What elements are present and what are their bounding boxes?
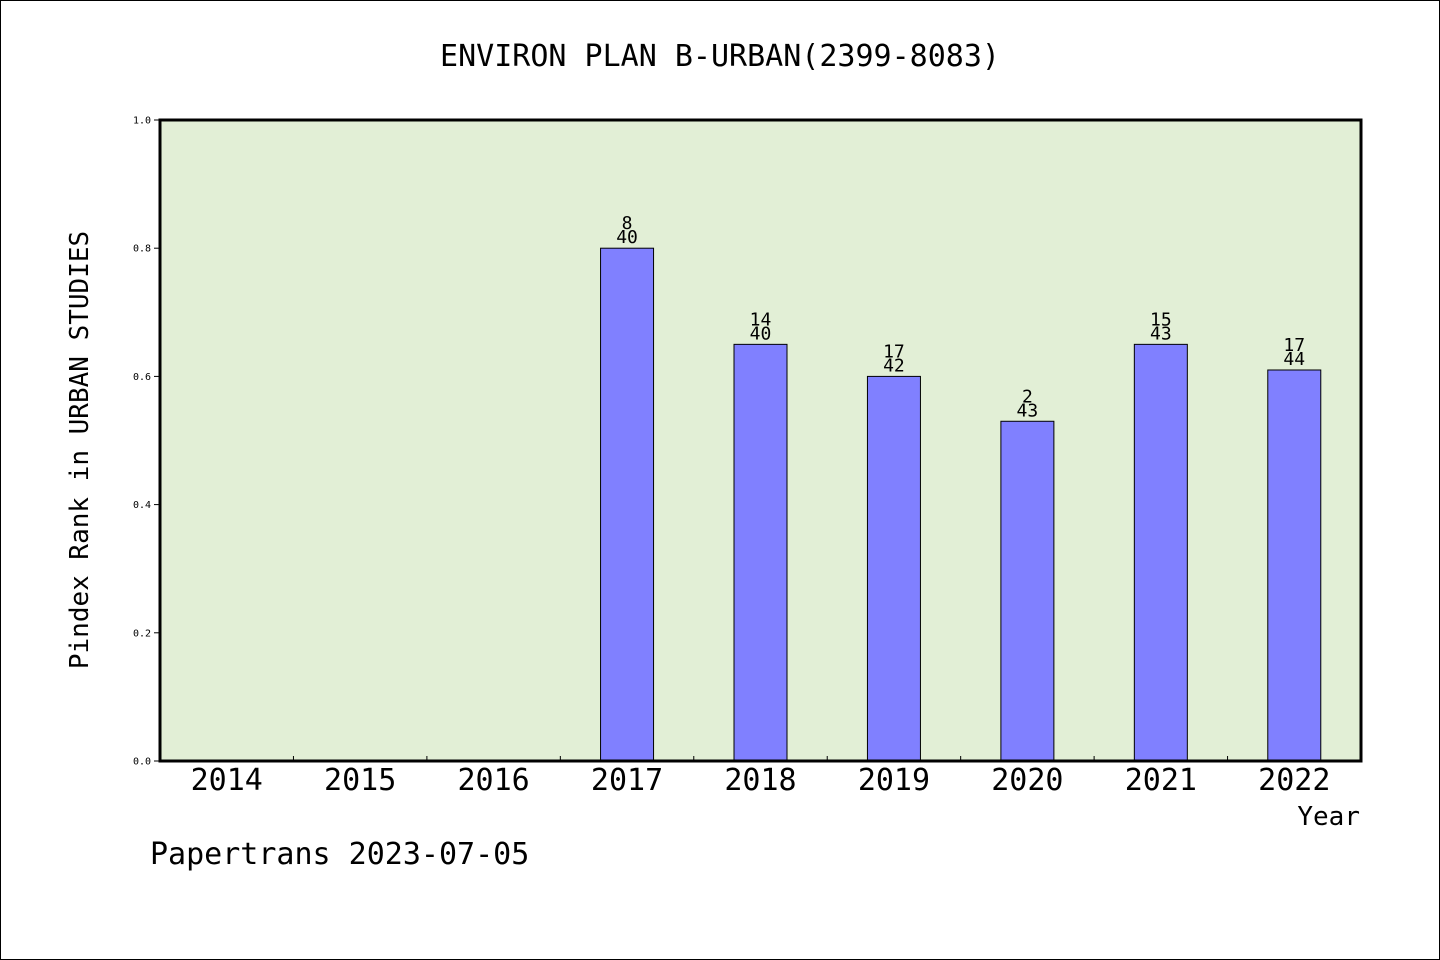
bar-rank-label: 14 bbox=[750, 309, 772, 330]
bar-total-label: 43 bbox=[1017, 400, 1039, 421]
x-tick-label: 2020 bbox=[991, 763, 1063, 798]
x-tick-label: 2015 bbox=[324, 763, 396, 798]
x-tick-label: 2016 bbox=[457, 763, 529, 798]
bar-rank-label: 15 bbox=[1150, 309, 1172, 330]
ticks-group: 0.0 0.2 0.4 0.6 0.8 1.0 2014 2015 2016 2017 2018 20… bbox=[133, 116, 1330, 799]
x-tick-label: 2017 bbox=[591, 763, 663, 798]
bars-group bbox=[600, 247, 1322, 762]
chart-title: ENVIRON PLAN B-URBAN(2399-8083) bbox=[440, 39, 1000, 74]
bar-rank-label: 8 bbox=[622, 213, 633, 234]
x-tick-label: 2022 bbox=[1258, 763, 1330, 798]
y-axis-label: Pindex Rank in URBAN STUDIES bbox=[65, 231, 95, 669]
y-tick-label: 0.8 bbox=[133, 244, 151, 255]
bar-rank-label: 17 bbox=[1283, 335, 1305, 356]
bar-2020 bbox=[1000, 420, 1055, 762]
bar-rank-label: 2 bbox=[1022, 386, 1033, 407]
plot-border bbox=[158, 118, 1363, 763]
x-tick-label: 2021 bbox=[1125, 763, 1197, 798]
y-tick-label: 0.4 bbox=[133, 500, 151, 511]
bar-total-label: 42 bbox=[883, 355, 905, 376]
bar-total-label: 40 bbox=[750, 323, 772, 344]
y-tick-label: 0.0 bbox=[133, 757, 151, 768]
footer-credit: Papertrans 2023-07-05 bbox=[150, 837, 529, 872]
bar-2018 bbox=[733, 343, 788, 762]
bar-total-label: 40 bbox=[616, 227, 638, 248]
bar-2022 bbox=[1267, 369, 1322, 762]
y-tick-label: 1.0 bbox=[133, 116, 151, 127]
bar-total-label: 44 bbox=[1283, 349, 1305, 370]
x-tick-label: 2018 bbox=[724, 763, 796, 798]
y-tick-label: 0.2 bbox=[133, 628, 151, 639]
bar-total-label: 43 bbox=[1150, 323, 1172, 344]
bar-rank-label: 17 bbox=[883, 341, 905, 362]
bar-2017 bbox=[600, 247, 655, 762]
x-axis-label: Year bbox=[1297, 802, 1360, 832]
bar-2021 bbox=[1133, 343, 1188, 762]
y-tick-label: 0.6 bbox=[133, 372, 151, 383]
bar-2019 bbox=[866, 375, 921, 762]
x-tick-label: 2014 bbox=[191, 763, 263, 798]
x-tick-label: 2019 bbox=[858, 763, 930, 798]
